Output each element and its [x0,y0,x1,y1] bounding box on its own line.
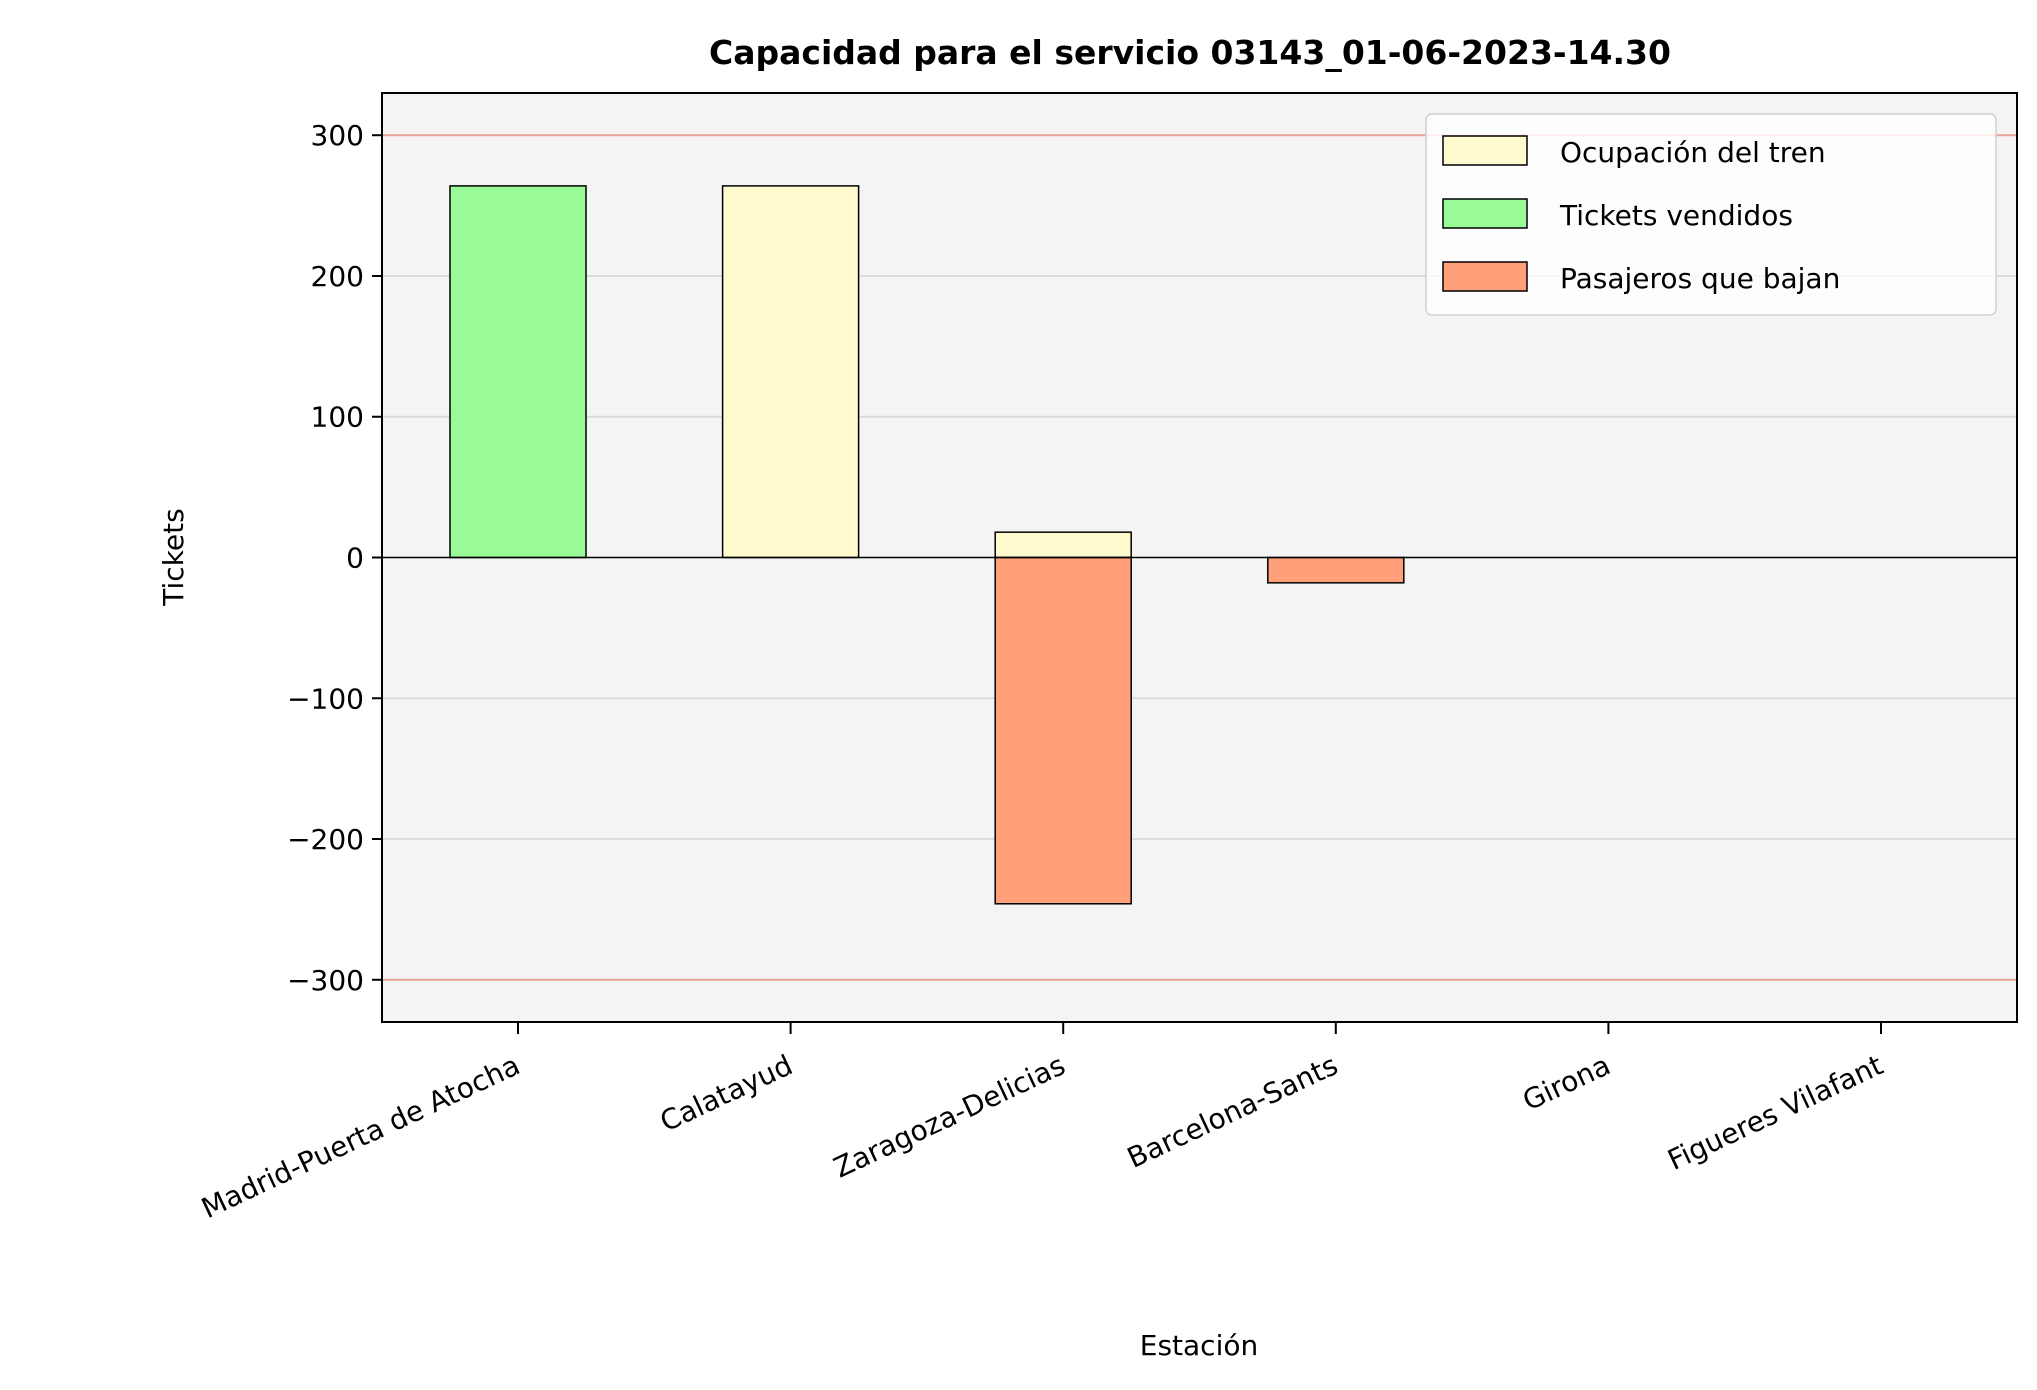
y-tick-label-0: −300 [287,964,364,997]
legend-swatch-0 [1442,135,1528,166]
y-tick-label-1: −200 [287,823,364,856]
y-axis-ticks: −300 −200 −100 0 100 200 300 [287,119,382,997]
legend-swatch-2 [1442,261,1528,292]
legend-frame [1425,113,1997,316]
y-tick-label-2: −100 [287,682,364,715]
x-axis-label: Estación [1140,1329,1258,1362]
y-tick-label-4: 100 [311,401,364,434]
legend-label-2: Pasajeros que bajan [1560,262,1840,295]
y-tick-label-5: 200 [311,260,364,293]
y-axis-label: Tickets [157,508,190,606]
legend-label-0: Ocupación del tren [1560,136,1826,169]
bar-s1-c0 [449,185,587,559]
legend-swatch-1 [1442,198,1528,229]
bar-s2-c3 [1267,556,1405,584]
legend-label-1: Tickets vendidos [1559,199,1793,232]
y-tick-label-6: 300 [311,119,364,152]
bars [449,185,1405,905]
bar-s0-c2 [994,531,1132,559]
chart-title: Capacidad para el servicio 03143_01-06-2… [709,33,1671,72]
legend: Ocupación del tren Tickets vendidos Pasaje… [1425,113,1997,316]
y-tick-label-3: 0 [346,542,364,575]
bar-s2-c2 [994,556,1132,905]
bar-s0-c1 [721,185,860,559]
